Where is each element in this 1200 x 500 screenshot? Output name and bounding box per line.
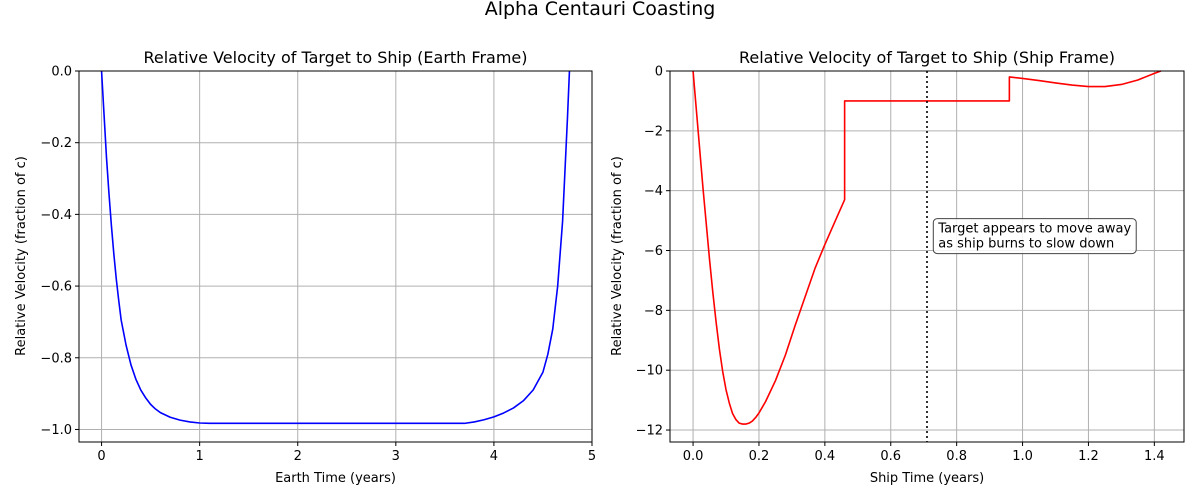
y-tick-label: −2 [644,124,663,139]
tick-marks: 0.0 0.2 0.4 0.6 0.8 1.0 1.2 1.4 0 −2 −4 −6 −8 −10 −12 [636,65,1165,465]
grid-lines [79,71,592,442]
y-tick-label: −6 [644,244,663,259]
x-tick-label: 0 [97,449,105,464]
x-tick-label: 4 [490,449,498,464]
series-layer [102,71,570,423]
y-tick-label: −10 [636,364,663,379]
x-axis-label: Ship Time (years) [870,471,984,486]
x-tick-label: 0.6 [880,449,901,464]
y-tick-label: −0.4 [40,208,72,223]
chart-title: Relative Velocity of Target to Ship (Shi… [739,48,1115,67]
x-tick-label: 2 [294,449,302,464]
x-tick-label: 1.0 [1012,449,1033,464]
chart-ship-frame: Relative Velocity of Target to Ship (Shi… [610,48,1184,486]
x-tick-label: 0.4 [815,449,836,464]
x-tick-label: 1.4 [1144,449,1165,464]
figure-suptitle: Alpha Centauri Coasting [485,0,716,20]
tick-marks: 0 1 2 3 4 5 0.0 −0.2 −0.4 −0.6 −0.8 −1.0 [40,65,596,465]
chart-title: Relative Velocity of Target to Ship (Ear… [143,48,527,67]
annotation-line-1: Target appears to move away [937,222,1131,237]
x-axis-label: Earth Time (years) [275,471,396,486]
x-tick-label: 0.2 [749,449,770,464]
x-tick-label: 1.2 [1078,449,1099,464]
y-tick-label: −4 [644,184,663,199]
y-tick-label: −0.6 [40,280,72,295]
annotation-line-2: as ship burns to slow down [938,237,1114,252]
annotation: Target appears to move away as ship burn… [933,219,1136,254]
x-tick-label: 1 [196,449,204,464]
y-tick-label: 0.0 [51,65,72,80]
series-line [102,71,570,423]
y-tick-label: 0 [655,65,663,80]
x-tick-label: 5 [588,449,596,464]
y-axis-label: Relative Velocity (fraction of c) [610,156,625,356]
y-tick-label: −12 [636,424,663,439]
y-tick-label: −0.2 [40,136,72,151]
chart-earth-frame: Relative Velocity of Target to Ship (Ear… [14,48,596,486]
plot-area-frame [79,71,592,442]
y-tick-label: −1.0 [40,423,72,438]
y-axis-label: Relative Velocity (fraction of c) [14,156,29,356]
x-tick-label: 3 [392,449,400,464]
x-tick-label: 0.8 [946,449,967,464]
y-tick-label: −0.8 [40,351,72,366]
y-tick-label: −8 [644,304,663,319]
series-layer [693,71,1161,442]
x-tick-label: 0.0 [683,449,704,464]
